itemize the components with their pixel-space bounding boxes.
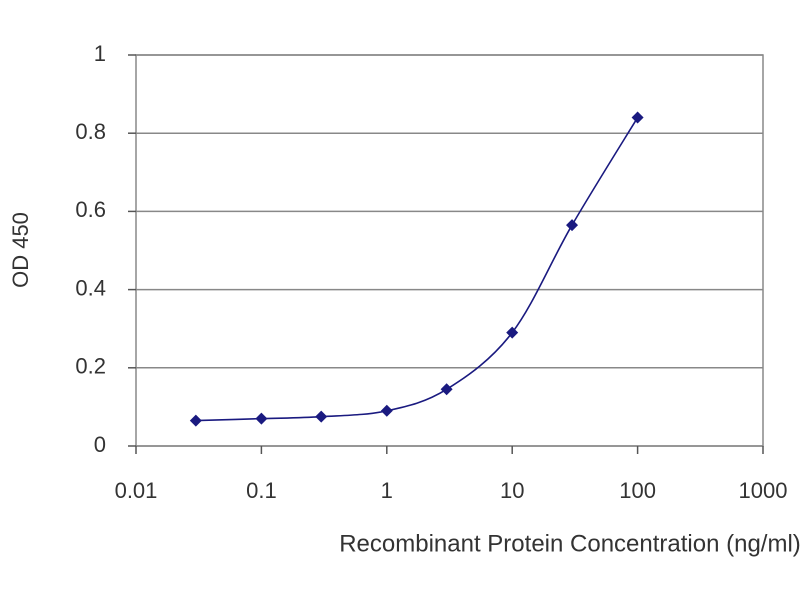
y-tick-label: 1 [94, 41, 106, 66]
x-tick-label: 100 [619, 478, 656, 503]
y-axis-label: OD 450 [8, 212, 33, 288]
plot-area [135, 54, 764, 447]
x-tick-label: 10 [500, 478, 524, 503]
x-tick-label: 1 [381, 478, 393, 503]
data-point [506, 326, 519, 339]
data-point [255, 412, 268, 425]
y-tick-label: 0.4 [75, 275, 106, 300]
y-tick-label: 0 [94, 432, 106, 457]
data-point [440, 383, 453, 396]
y-tick-label: 0.6 [75, 197, 106, 222]
data-point [315, 410, 328, 423]
data-point [189, 414, 202, 427]
x-axis-label: Recombinant Protein Concentration (ng/ml… [339, 530, 800, 557]
x-tick-label: 0.01 [115, 478, 158, 503]
x-tick-label: 1000 [739, 478, 788, 503]
data-point [566, 219, 579, 232]
data-point [380, 404, 393, 417]
x-tick-label: 0.1 [246, 478, 277, 503]
y-tick-label: 0.2 [75, 354, 106, 379]
y-tick-label: 0.8 [75, 119, 106, 144]
data-point [631, 111, 644, 124]
